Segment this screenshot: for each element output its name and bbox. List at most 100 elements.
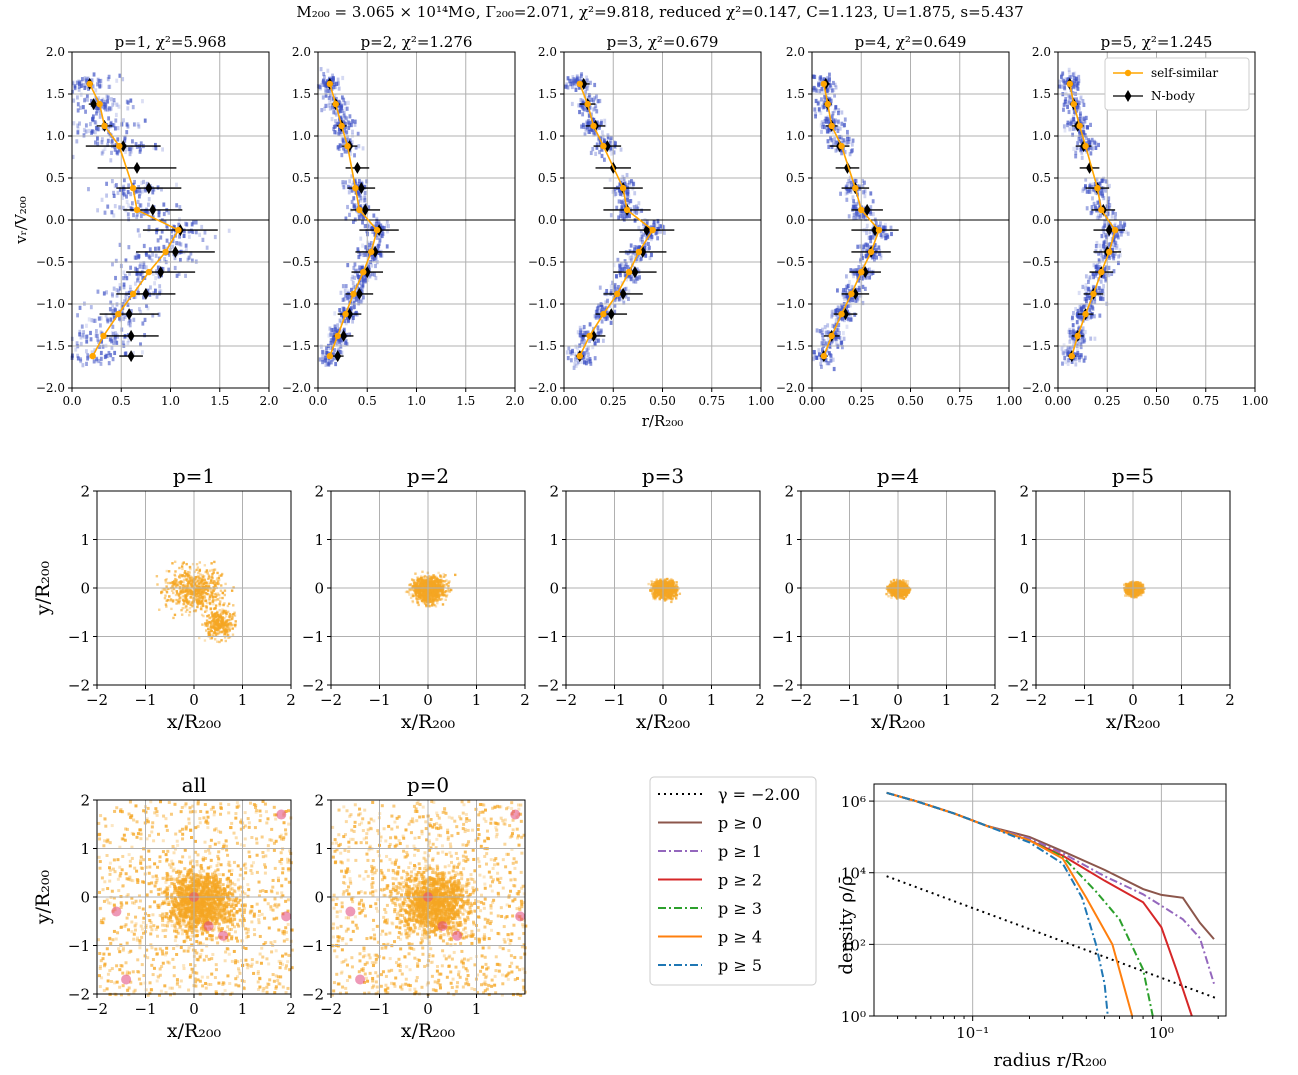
hist2d-cell <box>77 108 80 112</box>
density-cell <box>171 562 173 564</box>
hist2d-cell <box>1061 347 1064 351</box>
hist2d-cell <box>831 313 834 317</box>
hist2d-cell <box>322 72 325 76</box>
hist2d-cell <box>84 76 87 80</box>
hist2d-cell <box>1091 205 1094 209</box>
hist2d-cell <box>114 118 117 122</box>
density-cell <box>186 601 188 603</box>
hist2d-cell <box>872 212 875 216</box>
density-cell <box>188 581 190 583</box>
density-cell <box>184 572 186 574</box>
hist2d-cell <box>852 274 855 278</box>
panel-title: p=3, χ²=0.679 <box>607 33 719 51</box>
hist2d-cell <box>841 340 844 344</box>
hist2d-cell <box>578 110 581 114</box>
self-similar-point <box>146 269 152 275</box>
hist2d-cell <box>626 173 629 177</box>
hist2d-cell <box>583 108 586 112</box>
hist2d-cell <box>90 337 93 341</box>
hist2d-cell <box>338 308 341 312</box>
panel-title: p=2, χ²=1.276 <box>361 33 473 51</box>
phase-space-panel-4: 0.00 0.25 0.50 0.75 1.00−2.0−1.5−1.0−0.50.00… <box>776 33 1023 408</box>
density-cell <box>165 578 167 580</box>
hist2d-cell <box>322 95 325 99</box>
hist2d-cell <box>836 308 839 312</box>
hist2d-cell <box>185 222 188 226</box>
density-cell <box>215 627 217 629</box>
hist2d-cell <box>1065 102 1068 106</box>
density-cell <box>156 575 158 577</box>
hist2d-cell <box>1119 221 1122 225</box>
hist2d-cell <box>1089 337 1092 341</box>
density-cell <box>222 604 224 606</box>
hist2d-cell <box>157 246 160 250</box>
hist2d-cell <box>610 284 613 288</box>
density-cell <box>203 575 205 577</box>
density-cell <box>198 591 200 593</box>
hist2d-cell <box>368 243 371 247</box>
self-similar-point <box>586 333 592 339</box>
panel-title: p=5, χ²=1.245 <box>1101 33 1213 51</box>
hist2d-cell <box>351 119 354 123</box>
hist2d-cell <box>830 354 833 358</box>
hist2d-cell <box>129 98 132 102</box>
hist2d-cell <box>631 255 634 259</box>
hist2d-cell <box>351 275 354 279</box>
self-similar-point <box>162 249 168 255</box>
x-tick-label: 2.0 <box>505 394 524 408</box>
density-cell <box>184 575 186 577</box>
density-cell <box>205 571 207 573</box>
hist2d-cell <box>1063 356 1066 360</box>
density-cell <box>222 619 224 621</box>
hist2d-cell <box>108 361 111 365</box>
hist2d-cell <box>178 205 181 209</box>
hist2d-cell <box>72 98 75 102</box>
hist2d-cell <box>175 241 178 245</box>
density-cell <box>209 570 211 572</box>
hist2d-cell <box>852 205 855 209</box>
hist2d-cell <box>137 228 140 232</box>
density-cell <box>174 561 176 563</box>
hist2d-cell <box>97 359 100 363</box>
hist2d-cell <box>1097 143 1100 147</box>
hist2d-cell <box>100 351 103 355</box>
hist2d-cell <box>133 122 136 126</box>
density-cell <box>196 563 198 565</box>
x-tick-label: 0.50 <box>897 394 924 408</box>
density-cell <box>180 580 182 582</box>
density-cell <box>172 599 174 601</box>
hist2d-cell <box>597 329 600 333</box>
hist2d-cell <box>106 99 109 103</box>
density-cell <box>231 589 233 591</box>
hist2d-cell <box>362 253 365 257</box>
hist2d-cell <box>620 147 623 151</box>
hist2d-cell <box>1114 222 1117 226</box>
density-cell <box>210 622 212 624</box>
density-cell <box>182 585 184 587</box>
hist2d-cell <box>1081 285 1084 289</box>
hist2d-cell <box>1077 100 1080 104</box>
density-cell <box>181 568 183 570</box>
y-tick-label: 0.0 <box>538 213 557 227</box>
density-cell <box>197 572 199 574</box>
hist2d-cell <box>1091 196 1094 200</box>
hist2d-cell <box>163 212 166 216</box>
y-tick-label: 1.0 <box>292 129 311 143</box>
self-similar-point <box>636 249 642 255</box>
y-tick-label: −0.5 <box>282 255 311 269</box>
hist2d-cell <box>105 182 108 186</box>
hist2d-cell <box>191 222 194 226</box>
self-similar-point <box>327 81 333 87</box>
self-similar-point <box>821 81 827 87</box>
hist2d-cell <box>598 99 601 103</box>
hist2d-cell <box>813 107 816 111</box>
hist2d-cell <box>104 211 107 215</box>
hist2d-cell <box>1099 192 1102 196</box>
hist2d-cell <box>624 259 627 263</box>
self-similar-point <box>87 81 93 87</box>
hist2d-cell <box>567 85 570 89</box>
self-similar-point <box>333 101 339 107</box>
hist2d-cell <box>375 222 378 226</box>
self-similar-point <box>600 311 606 317</box>
hist2d-cell <box>601 306 604 310</box>
